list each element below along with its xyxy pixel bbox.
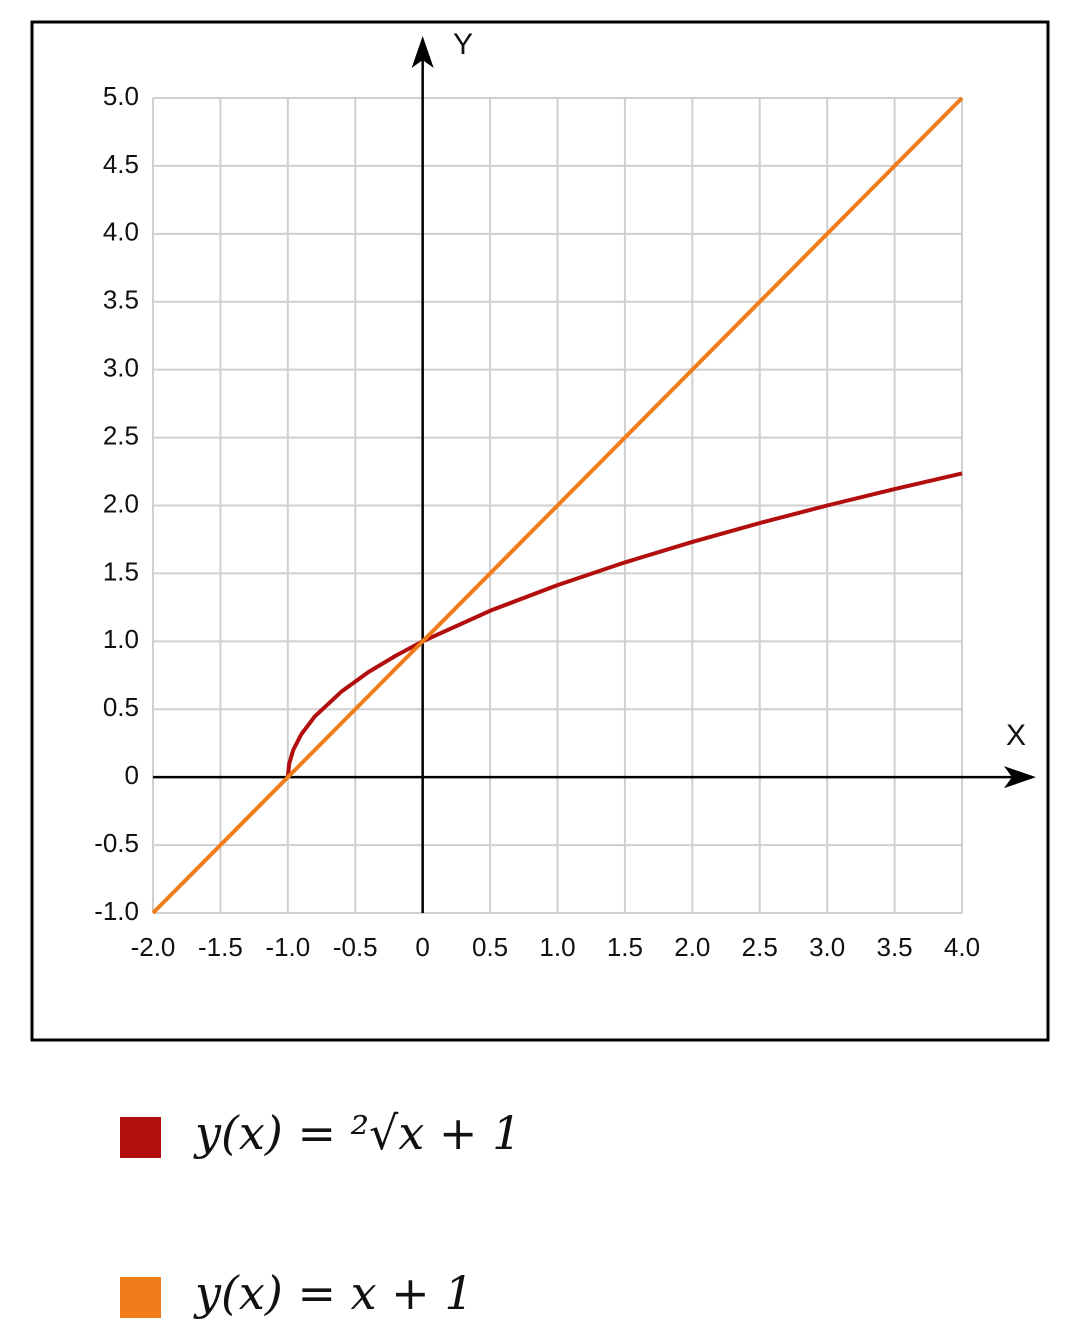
x-tick-label: 2.5 [742, 932, 778, 962]
x-tick-label: -1.5 [198, 932, 243, 962]
x-tick-label: -2.0 [131, 932, 176, 962]
x-tick-label: -1.0 [265, 932, 310, 962]
x-tick-label: 1.0 [539, 932, 575, 962]
y-tick-label: 4.5 [103, 149, 139, 179]
legend-swatch [120, 1117, 161, 1158]
y-tick-label: 3.0 [103, 353, 139, 383]
y-tick-label: 3.5 [103, 285, 139, 315]
y-tick-label: -0.5 [94, 828, 139, 858]
x-tick-label: 1.5 [607, 932, 643, 962]
x-tick-label: 4.0 [944, 932, 980, 962]
x-tick-label: -0.5 [333, 932, 378, 962]
y-tick-label: 2.0 [103, 488, 139, 518]
y-tick-label: 1.5 [103, 556, 139, 586]
y-tick-label: 0.5 [103, 692, 139, 722]
y-axis-arrow [411, 36, 434, 68]
x-tick-label: 0 [415, 932, 429, 962]
legend-label: y(x) = ²√x + 1 [193, 1106, 521, 1160]
line-series [151, 96, 964, 915]
legend-swatch [120, 1277, 161, 1318]
y-tick-label: 0 [125, 760, 139, 790]
x-tick-label: 3.0 [809, 932, 845, 962]
chart-frame [30, 20, 1050, 1042]
legend-label: y(x) = x + 1 [193, 1266, 474, 1320]
x-tick-label: 2.0 [674, 932, 710, 962]
y-axis-label: Y [453, 28, 473, 61]
y-tick-label: 2.5 [103, 420, 139, 450]
x-axis-label: X [1006, 719, 1026, 752]
y-tick-label: 4.0 [103, 217, 139, 247]
y-tick-label: -1.0 [94, 896, 139, 926]
y-tick-label: 5.0 [103, 81, 139, 111]
x-tick-label: 0.5 [472, 932, 508, 962]
x-axis-arrow [1004, 766, 1036, 789]
x-tick-label: 3.5 [877, 932, 913, 962]
y-tick-label: 1.0 [103, 624, 139, 654]
